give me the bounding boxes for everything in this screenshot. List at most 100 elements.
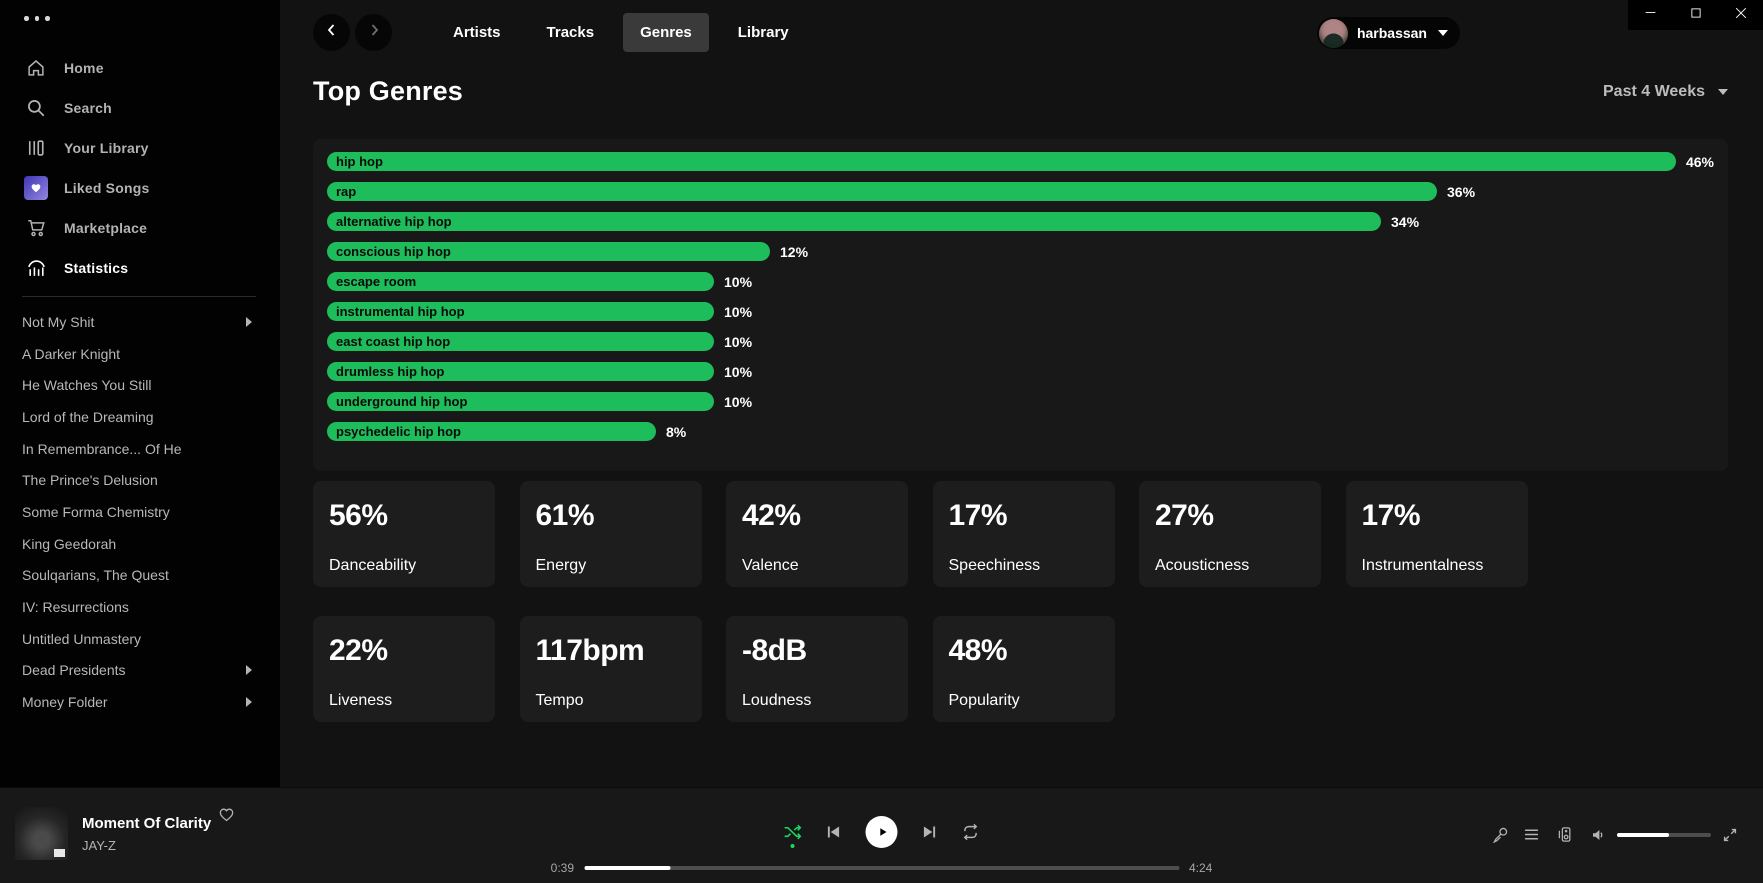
sidebar-divider	[22, 296, 256, 297]
playlist-item-money-folder[interactable]: Money Folder	[0, 686, 280, 718]
play-button[interactable]	[865, 816, 898, 848]
top-navigation: Artists Tracks Genres Library harbassan	[280, 0, 1628, 64]
genre-row: alternative hip hop 34%	[327, 212, 1714, 231]
genre-bar-label: alternative hip hop	[336, 214, 452, 229]
like-button[interactable]	[218, 806, 235, 828]
genre-bar-chart: hip hop 46% rap 36% alternative hip hop 34% co…	[313, 139, 1728, 471]
genre-bar-value: 10%	[724, 393, 753, 410]
tab-genres[interactable]: Genres	[623, 12, 709, 52]
genre-bar-value: 8%	[666, 423, 687, 440]
repeat-button[interactable]	[962, 823, 980, 841]
sidebar-item-your-library[interactable]: Your Library	[0, 128, 280, 168]
sidebar-item-statistics[interactable]: Statistics	[0, 248, 280, 288]
close-icon	[1734, 6, 1748, 25]
stat-card-speechiness: 17% Speechiness	[932, 481, 1115, 587]
genre-bar-alternative-hip-hop[interactable]: alternative hip hop	[327, 212, 1381, 231]
genre-bar-value: 10%	[724, 333, 753, 350]
stat-value: 17%	[948, 499, 1008, 532]
stat-card-tempo: 117bpm Tempo	[519, 616, 702, 722]
playlist-item-iv-resurrections[interactable]: IV: Resurrections	[0, 591, 280, 623]
maximize-button[interactable]	[1673, 0, 1718, 30]
previous-button[interactable]	[826, 824, 842, 840]
chevron-left-icon	[324, 22, 340, 43]
playlist-label: Lord of the Dreaming	[22, 408, 154, 425]
heart-icon	[218, 808, 235, 827]
album-art[interactable]	[15, 807, 68, 860]
sidebar-item-home[interactable]: Home	[0, 48, 280, 88]
next-icon	[922, 824, 938, 840]
genre-bar-value: 46%	[1685, 153, 1714, 170]
playlist-item-not-my-shit[interactable]: Not My Shit	[0, 306, 280, 338]
back-button[interactable]	[313, 13, 350, 51]
shuffle-button[interactable]	[784, 823, 802, 841]
playlist-item-lord-of-the-dreaming[interactable]: Lord of the Dreaming	[0, 401, 280, 433]
genre-bar-rap[interactable]: rap	[327, 182, 1437, 201]
track-meta: Moment Of Clarity JAY-Z	[82, 815, 211, 853]
lyrics-mic-icon	[1492, 826, 1509, 843]
genre-bar-instrumental-hip-hop[interactable]: instrumental hip hop	[327, 302, 714, 321]
volume-button[interactable]	[1591, 827, 1607, 843]
genre-bar-escape-room[interactable]: escape room	[327, 272, 714, 291]
sidebar-item-liked-songs[interactable]: Liked Songs	[0, 168, 280, 208]
connect-device-button[interactable]	[1556, 826, 1573, 843]
playlist-item-he-watches-you-still[interactable]: He Watches You Still	[0, 369, 280, 401]
genre-bar-conscious-hip-hop[interactable]: conscious hip hop	[327, 242, 770, 261]
window-menu-dots-icon[interactable]	[24, 16, 50, 21]
volume-fill	[1617, 832, 1669, 837]
genre-bar-underground-hip-hop[interactable]: underground hip hop	[327, 392, 714, 411]
elapsed-time: 0:39	[550, 861, 574, 875]
fullscreen-button[interactable]	[1722, 827, 1738, 843]
playlist-item-in-remembrance-of-he[interactable]: In Remembrance... Of He	[0, 433, 280, 465]
stat-label: Energy	[535, 557, 587, 574]
stat-value: 27%	[1155, 499, 1214, 532]
stat-value: 56%	[329, 499, 388, 532]
stat-label: Popularity	[948, 692, 1020, 709]
genre-row: escape room 10%	[327, 272, 1714, 291]
playlist-item-untitled-unmastery[interactable]: Untitled Unmastery	[0, 623, 280, 655]
user-name: harbassan	[1356, 25, 1427, 41]
lyrics-button[interactable]	[1492, 826, 1509, 843]
playlist-item-some-forma-chemistry[interactable]: Some Forma Chemistry	[0, 496, 280, 528]
progress-bar[interactable]	[584, 866, 1179, 870]
tab-bar: Artists Tracks Genres Library	[436, 12, 818, 52]
queue-button[interactable]	[1523, 826, 1540, 843]
playlist-item-the-prince-s-delusion[interactable]: The Prince's Delusion	[0, 464, 280, 496]
stat-value: 117bpm	[535, 634, 645, 667]
playlist-item-king-geedorah[interactable]: King Geedorah	[0, 528, 280, 560]
genre-bar-label: escape room	[336, 274, 417, 289]
period-selector[interactable]: Past 4 Weeks	[1603, 83, 1728, 101]
playlist-item-soulqarians-the-quest[interactable]: Soulqarians, The Quest	[0, 560, 280, 592]
tab-library[interactable]: Library	[737, 23, 789, 41]
playlist-item-a-darker-knight[interactable]: A Darker Knight	[0, 338, 280, 370]
tab-tracks[interactable]: Tracks	[546, 23, 595, 41]
stat-value: 42%	[742, 499, 801, 532]
volume-slider[interactable]	[1617, 832, 1711, 837]
genre-bar-east-coast-hip-hop[interactable]: east coast hip hop	[327, 332, 714, 351]
genre-bar-psychedelic-hip-hop[interactable]: psychedelic hip hop	[327, 422, 656, 441]
genre-bar-hip-hop[interactable]: hip hop	[327, 152, 1676, 171]
track-title[interactable]: Moment Of Clarity	[82, 814, 212, 832]
genre-bar-drumless-hip-hop[interactable]: drumless hip hop	[327, 362, 714, 381]
sidebar-item-label: Marketplace	[64, 220, 148, 236]
forward-button[interactable]	[355, 13, 392, 51]
genre-bar-label: instrumental hip hop	[336, 304, 465, 319]
next-button[interactable]	[922, 824, 938, 840]
sidebar: Home Search Your Library Liked Songs Marketp…	[0, 0, 280, 787]
genre-bar-label: psychedelic hip hop	[336, 424, 461, 439]
tab-artists[interactable]: Artists	[453, 23, 501, 41]
playlist-label: He Watches You Still	[22, 377, 152, 394]
close-button[interactable]	[1718, 0, 1763, 30]
sidebar-item-search[interactable]: Search	[0, 88, 280, 128]
user-menu[interactable]: harbassan	[1316, 17, 1460, 49]
repeat-icon	[962, 823, 980, 841]
playlist-label: IV: Resurrections	[22, 599, 129, 616]
track-artist[interactable]: JAY-Z	[82, 837, 116, 853]
chevron-right-icon	[246, 316, 252, 327]
playlist-item-dead-presidents[interactable]: Dead Presidents	[0, 655, 280, 687]
genre-bar-value: 10%	[724, 303, 753, 320]
genre-row: east coast hip hop 10%	[327, 332, 1714, 351]
stat-card-loudness: -8dB Loudness	[726, 616, 908, 722]
sidebar-item-marketplace[interactable]: Marketplace	[0, 208, 280, 248]
minimize-button[interactable]	[1628, 0, 1673, 30]
playlist-label: King Geedorah	[22, 535, 117, 552]
